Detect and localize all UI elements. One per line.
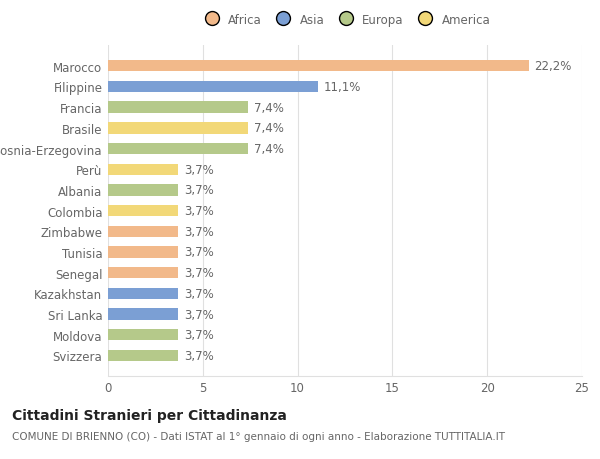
Text: 3,7%: 3,7% [184,246,214,259]
Bar [108,102,248,113]
Text: 3,7%: 3,7% [184,184,214,197]
Text: 7,4%: 7,4% [254,101,284,114]
Bar [108,206,178,217]
Text: 11,1%: 11,1% [324,81,362,94]
Legend: Africa, Asia, Europa, America: Africa, Asia, Europa, America [195,9,495,31]
Text: 3,7%: 3,7% [184,287,214,300]
Text: 7,4%: 7,4% [254,122,284,135]
Bar [108,247,178,258]
Bar [108,123,248,134]
Bar [108,61,529,72]
Bar [108,226,178,237]
Text: 7,4%: 7,4% [254,143,284,156]
Bar [108,309,178,320]
Text: 3,7%: 3,7% [184,225,214,238]
Bar [108,144,248,155]
Text: COMUNE DI BRIENNO (CO) - Dati ISTAT al 1° gennaio di ogni anno - Elaborazione TU: COMUNE DI BRIENNO (CO) - Dati ISTAT al 1… [12,431,505,442]
Text: 22,2%: 22,2% [535,60,572,73]
Text: 3,7%: 3,7% [184,205,214,218]
Bar [108,288,178,299]
Text: 3,7%: 3,7% [184,349,214,362]
Bar [108,330,178,341]
Bar [108,185,178,196]
Bar [108,350,178,361]
Text: Cittadini Stranieri per Cittadinanza: Cittadini Stranieri per Cittadinanza [12,409,287,422]
Text: 3,7%: 3,7% [184,329,214,341]
Bar [108,164,178,175]
Bar [108,268,178,279]
Text: 3,7%: 3,7% [184,163,214,176]
Text: 3,7%: 3,7% [184,267,214,280]
Text: 3,7%: 3,7% [184,308,214,321]
Bar [108,82,319,93]
